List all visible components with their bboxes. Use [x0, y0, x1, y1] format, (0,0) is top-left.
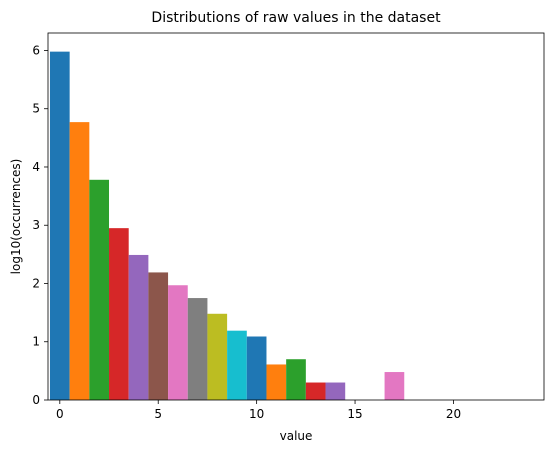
bar-13	[305, 382, 326, 400]
y-tick-label-4: 4	[32, 160, 40, 174]
x-tick-label-5: 5	[154, 407, 162, 421]
x-axis-label: value	[280, 429, 313, 443]
y-tick-label-3: 3	[32, 218, 40, 232]
bar-4	[128, 254, 149, 400]
bar-9	[227, 330, 247, 400]
y-tick-label-0: 0	[32, 393, 40, 407]
bar-1	[69, 122, 90, 400]
x-axis-ticks: 0 5 10 15 20	[56, 400, 461, 421]
y-tick-label-1: 1	[32, 335, 40, 349]
x-tick-label-0: 0	[56, 407, 64, 421]
y-tick-label-5: 5	[32, 102, 40, 116]
bar-11	[266, 364, 287, 400]
bar-5	[148, 272, 169, 400]
chart-title: Distributions of raw values in the datas…	[151, 10, 441, 26]
y-axis-ticks: 0 1 2 3 4 5 6	[32, 43, 48, 407]
bars-group	[49, 51, 405, 401]
bar-17	[384, 372, 405, 400]
y-axis-label: log10(occurrences)	[9, 159, 23, 275]
bar-2	[89, 179, 110, 400]
bar-10	[246, 336, 267, 400]
bar-6	[168, 285, 188, 400]
y-tick-label-2: 2	[32, 276, 40, 290]
bar-8	[207, 313, 228, 400]
x-tick-label-20: 20	[446, 407, 461, 421]
x-tick-label-10: 10	[249, 407, 264, 421]
bar-7	[187, 298, 208, 400]
plot-frame	[47, 32, 545, 401]
bar-3	[109, 228, 129, 400]
bar-14	[325, 382, 346, 400]
x-tick-label-15: 15	[347, 407, 362, 421]
bar-0	[49, 51, 70, 401]
bar-12	[286, 359, 306, 400]
y-tick-label-6: 6	[32, 43, 40, 57]
